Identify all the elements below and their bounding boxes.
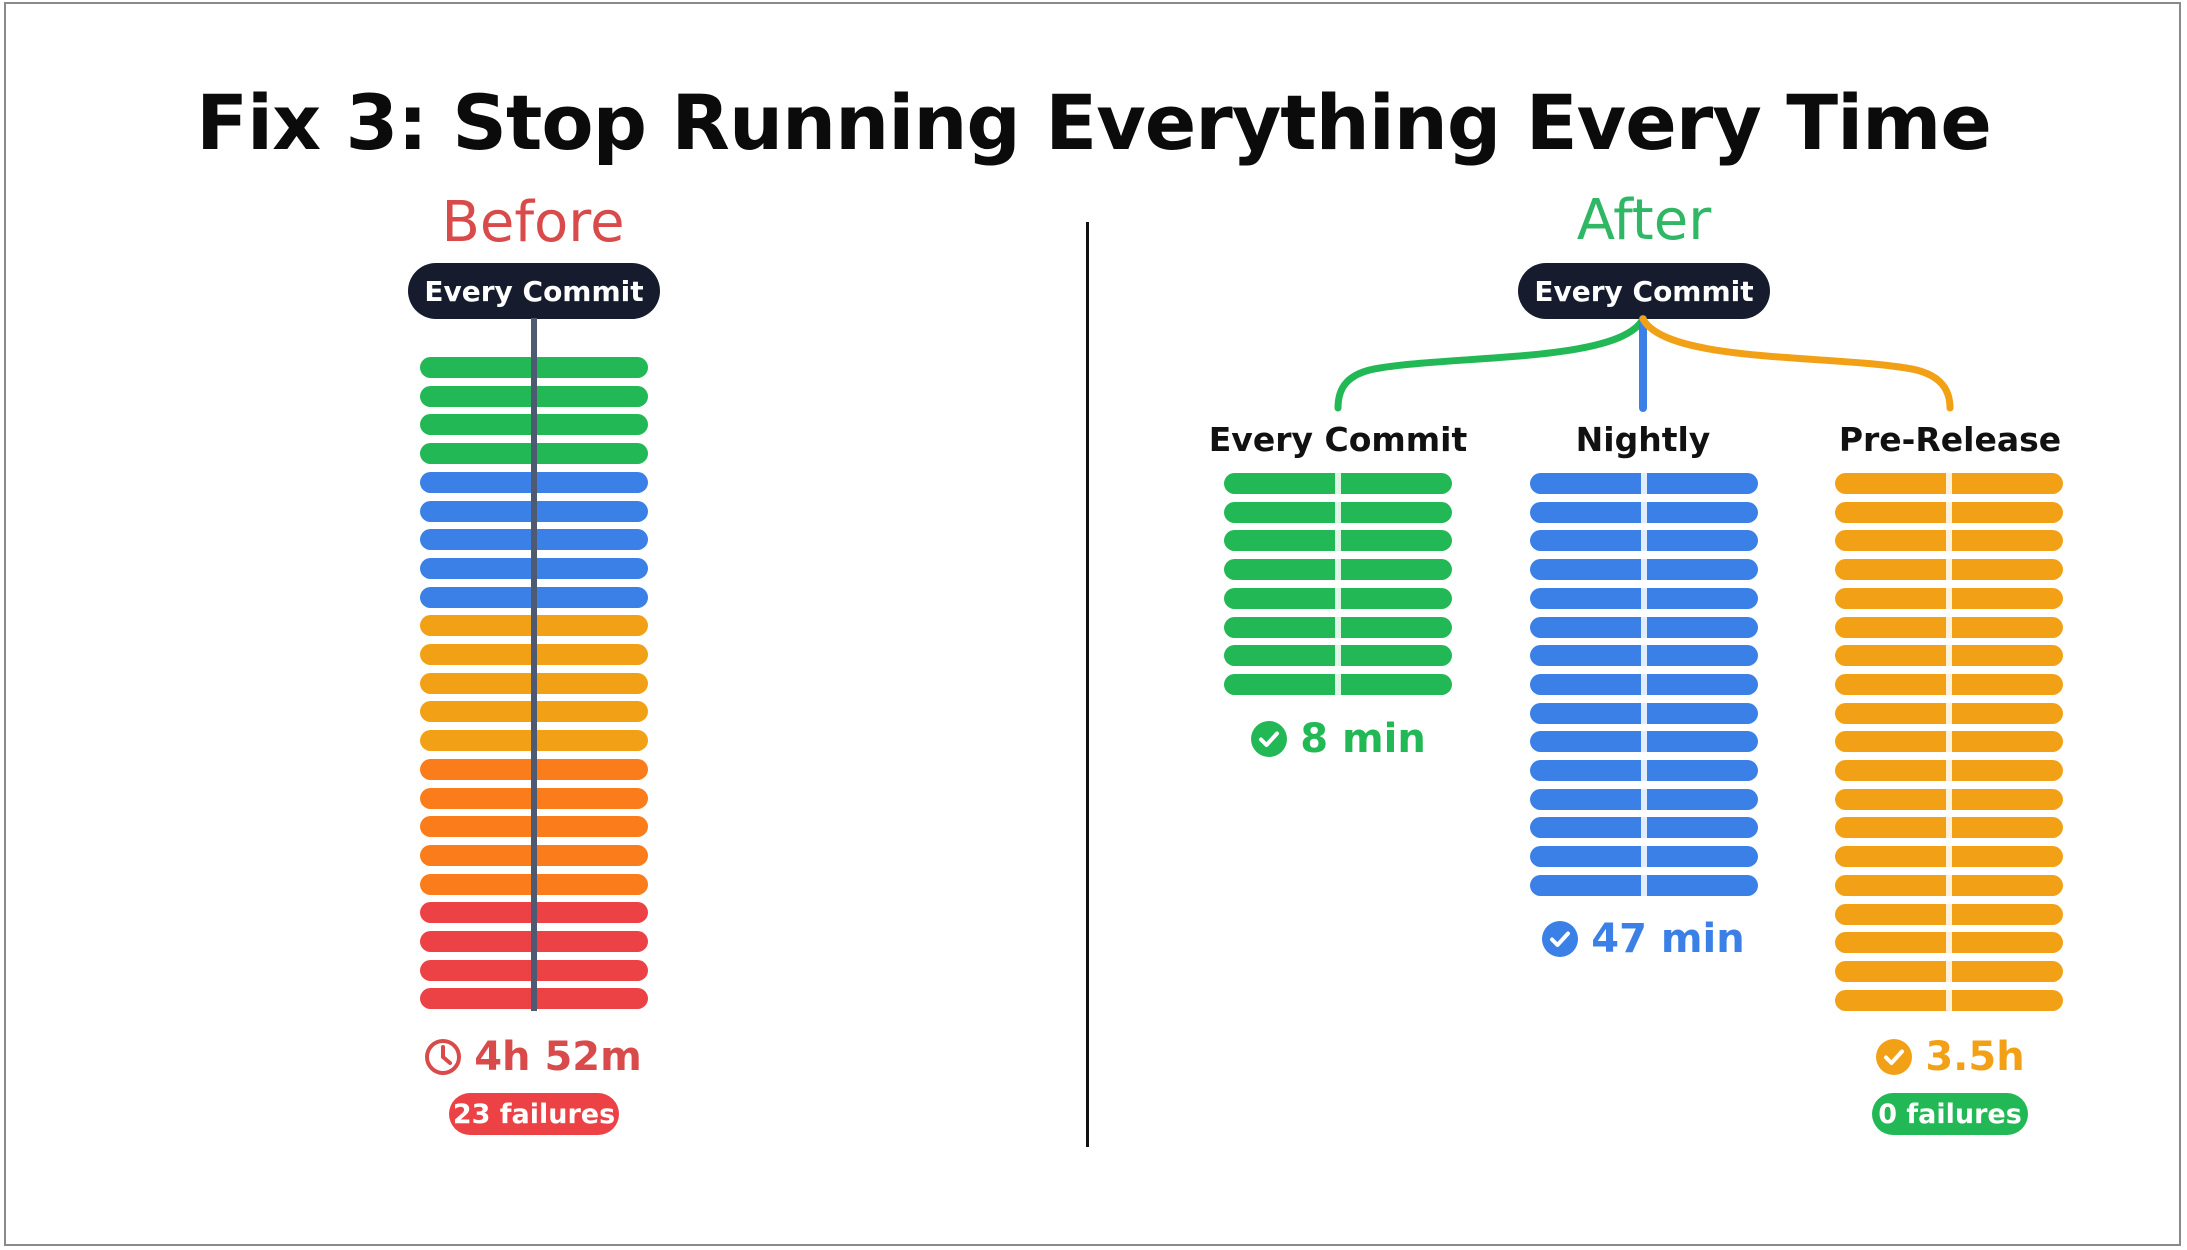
pre-release-duration-text: 3.5h (1925, 1034, 2025, 1080)
check-circle-icon (1541, 920, 1579, 958)
before-duration-text: 4h 52m (474, 1034, 642, 1080)
before-duration: 4h 52m (383, 1030, 683, 1084)
check-circle-icon (1875, 1038, 1913, 1076)
every-commit-duration: 8 min (1198, 712, 1478, 766)
column-label-every-commit: Every Commit (1208, 420, 1468, 459)
column-label-pre-release: Pre-Release (1838, 420, 2062, 459)
slide-title: Fix 3: Stop Running Everything Every Tim… (196, 78, 1992, 167)
nightly-duration: 47 min (1503, 912, 1783, 966)
nightly-duration-text: 47 min (1591, 916, 1745, 962)
after-label: After (1576, 188, 1712, 253)
check-circle-icon (1250, 720, 1288, 758)
pre-release-duration: 3.5h (1810, 1030, 2090, 1084)
after-failures-badge: 0 failures (1872, 1093, 2028, 1135)
after-trigger-pill: Every Commit (1518, 263, 1770, 319)
column-label-nightly: Nightly (1575, 420, 1711, 459)
before-trigger-pill: Every Commit (408, 263, 660, 319)
nightly-test-spine (1641, 470, 1647, 898)
every-commit-test-spine (1335, 470, 1341, 697)
every-commit-duration-text: 8 min (1300, 716, 1426, 762)
before-trigger-spine (531, 318, 537, 360)
clock-icon (424, 1038, 462, 1076)
slide-frame (4, 2, 2181, 1246)
before-label: Before (441, 190, 625, 255)
before-failures-badge: 23 failures (449, 1093, 619, 1135)
before-test-spine (531, 354, 537, 1012)
before-after-divider (1086, 222, 1089, 1147)
pre-release-test-spine (1946, 470, 1952, 1013)
